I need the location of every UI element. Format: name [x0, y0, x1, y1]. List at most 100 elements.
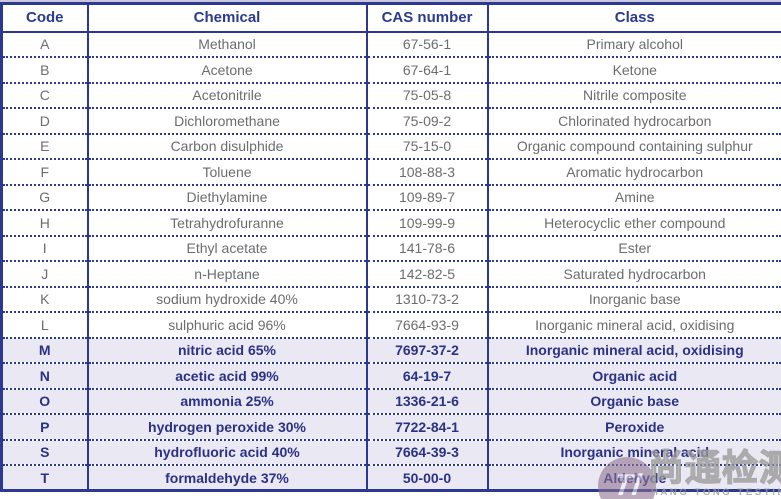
- cell-cas: 7722-84-1: [366, 414, 489, 440]
- cell-chemical: n-Heptane: [87, 261, 368, 287]
- cell-cas: 64-19-7: [366, 363, 489, 389]
- cell-cas: 75-05-8: [366, 82, 489, 108]
- cell-cas: 67-56-1: [366, 31, 489, 57]
- table-row: H Tetrahydrofuranne 109-99-9 Heterocycli…: [1, 210, 781, 236]
- cell-chemical: Methanol: [87, 31, 368, 57]
- table-row: M nitric acid 65% 7697-37-2 Inorganic mi…: [1, 337, 781, 363]
- cell-class: Inorganic base: [588, 291, 681, 308]
- cell-class: Organic base: [487, 388, 781, 414]
- cell-cas: 109-99-9: [366, 210, 489, 236]
- cell-chemical: nitric acid 65%: [87, 337, 368, 363]
- table-row: S hydrofluoric acid 40% 7664-39-3 Inorga…: [1, 439, 781, 465]
- cell-code: L: [1, 312, 89, 338]
- cell-code: K: [1, 286, 89, 312]
- cell-chemical: formaldehyde 37%: [87, 465, 368, 491]
- table-header: Code Chemical CAS number Class: [1, 3, 781, 33]
- cell-chemical: acetic acid 99%: [87, 363, 368, 389]
- cell-class: Inorganic mineral acid, oxidising: [535, 316, 735, 333]
- cell-code: H: [1, 210, 89, 236]
- cell-chemical: Acetonitrile: [87, 82, 368, 108]
- cell-chemical: Acetone: [87, 57, 368, 83]
- column-header-code: Code: [1, 3, 89, 33]
- header-row: Code Chemical CAS number Class: [1, 3, 781, 33]
- table-row: N acetic acid 99% 64-19-7 Organic acid: [1, 363, 781, 389]
- column-header-class: Class: [487, 3, 781, 33]
- cell-code: I: [1, 235, 89, 261]
- cell-cas: 142-82-5: [366, 261, 489, 287]
- cell-cas: 50-00-0: [366, 465, 489, 491]
- table-row: I Ethyl acetate 141-78-6 Ester: [1, 235, 781, 261]
- cell-class: Aromatic hydrocarbon: [566, 163, 704, 180]
- cell-chemical: Carbon disulphide: [87, 133, 368, 159]
- cell-code: T: [1, 465, 89, 491]
- cell-cas: 141-78-6: [366, 235, 489, 261]
- cell-class: Inorganic mineral acid, oxidising: [487, 337, 781, 363]
- cell-class: Inorganic mineral acid: [487, 439, 781, 465]
- cell-chemical: sodium hydroxide 40%: [87, 286, 368, 312]
- cell-cas: 75-15-0: [366, 133, 489, 159]
- cell-cas: 7697-37-2: [366, 337, 489, 363]
- table-row: G Diethylamine 109-89-7 Amine: [1, 184, 781, 210]
- table-row: T formaldehyde 37% 50-00-0 Aldehyde: [1, 465, 781, 491]
- cell-code: A: [1, 31, 89, 57]
- table-row: C Acetonitrile 75-05-8 Nitrile composite: [1, 82, 781, 108]
- cell-cas: 7664-93-9: [366, 312, 489, 338]
- cell-chemical: Diethylamine: [87, 184, 368, 210]
- cell-code: O: [1, 388, 89, 414]
- cell-class: Primary alcohol: [586, 36, 683, 53]
- cell-class: Nitrile composite: [583, 87, 687, 104]
- table-row: F Toluene 108-88-3 Aromatic hydrocarbon: [1, 159, 781, 185]
- cell-code: C: [1, 82, 89, 108]
- column-header-cas: CAS number: [366, 3, 489, 33]
- table-row: K sodium hydroxide 40% 1310-73-2 Inorgan…: [1, 286, 781, 312]
- cell-class: Amine: [614, 189, 655, 206]
- table-body: A Methanol 67-56-1 Primary alcohol B Ace…: [1, 31, 781, 491]
- cell-code: N: [1, 363, 89, 389]
- cell-code: E: [1, 133, 89, 159]
- cell-code: J: [1, 261, 89, 287]
- cell-class: Chlorinated hydrocarbon: [558, 112, 712, 129]
- column-header-chemical: Chemical: [87, 3, 368, 33]
- cell-class: Aldehyde: [487, 465, 781, 491]
- cell-cas: 75-09-2: [366, 108, 489, 134]
- table-row: B Acetone 67-64-1 Ketone: [1, 57, 781, 83]
- cell-chemical: Ethyl acetate: [87, 235, 368, 261]
- table-row: J n-Heptane 142-82-5 Saturated hydrocarb…: [1, 261, 781, 287]
- cell-class: Ester: [618, 240, 652, 257]
- cell-cas: 67-64-1: [366, 57, 489, 83]
- cell-chemical: Toluene: [87, 159, 368, 185]
- cell-class: Organic compound containing sulphur: [516, 138, 753, 155]
- cell-cas: 1336-21-6: [366, 388, 489, 414]
- cell-chemical: hydrogen peroxide 30%: [87, 414, 368, 440]
- table-row: D Dichloromethane 75-09-2 Chlorinated hy…: [1, 108, 781, 134]
- table-row: O ammonia 25% 1336-21-6 Organic base: [1, 388, 781, 414]
- cell-cas: 108-88-3: [366, 159, 489, 185]
- cell-chemical: ammonia 25%: [87, 388, 368, 414]
- cell-code: S: [1, 439, 89, 465]
- cell-chemical: hydrofluoric acid 40%: [87, 439, 368, 465]
- cell-chemical: Dichloromethane: [87, 108, 368, 134]
- top-accent-strip: [0, 0, 781, 2]
- cell-code: D: [1, 108, 89, 134]
- cell-cas: 1310-73-2: [366, 286, 489, 312]
- table-row: E Carbon disulphide 75-15-0 Organic comp…: [1, 133, 781, 159]
- table-row: A Methanol 67-56-1 Primary alcohol: [1, 31, 781, 57]
- table-row: L sulphuric acid 96% 7664-93-9 Inorganic…: [1, 312, 781, 338]
- cell-class: Heterocyclic ether compound: [544, 214, 726, 231]
- cell-code: M: [1, 337, 89, 363]
- cell-code: B: [1, 57, 89, 83]
- cell-code: F: [1, 159, 89, 185]
- cell-cas: 7664-39-3: [366, 439, 489, 465]
- cell-code: G: [1, 184, 89, 210]
- cell-class: Saturated hydrocarbon: [563, 265, 706, 282]
- cell-chemical: Tetrahydrofuranne: [87, 210, 368, 236]
- cell-cas: 109-89-7: [366, 184, 489, 210]
- cell-code: P: [1, 414, 89, 440]
- table-row: P hydrogen peroxide 30% 7722-84-1 Peroxi…: [1, 414, 781, 440]
- cell-class: Organic acid: [487, 363, 781, 389]
- cell-chemical: sulphuric acid 96%: [87, 312, 368, 338]
- cell-class: Peroxide: [487, 414, 781, 440]
- cell-class: Ketone: [612, 61, 657, 78]
